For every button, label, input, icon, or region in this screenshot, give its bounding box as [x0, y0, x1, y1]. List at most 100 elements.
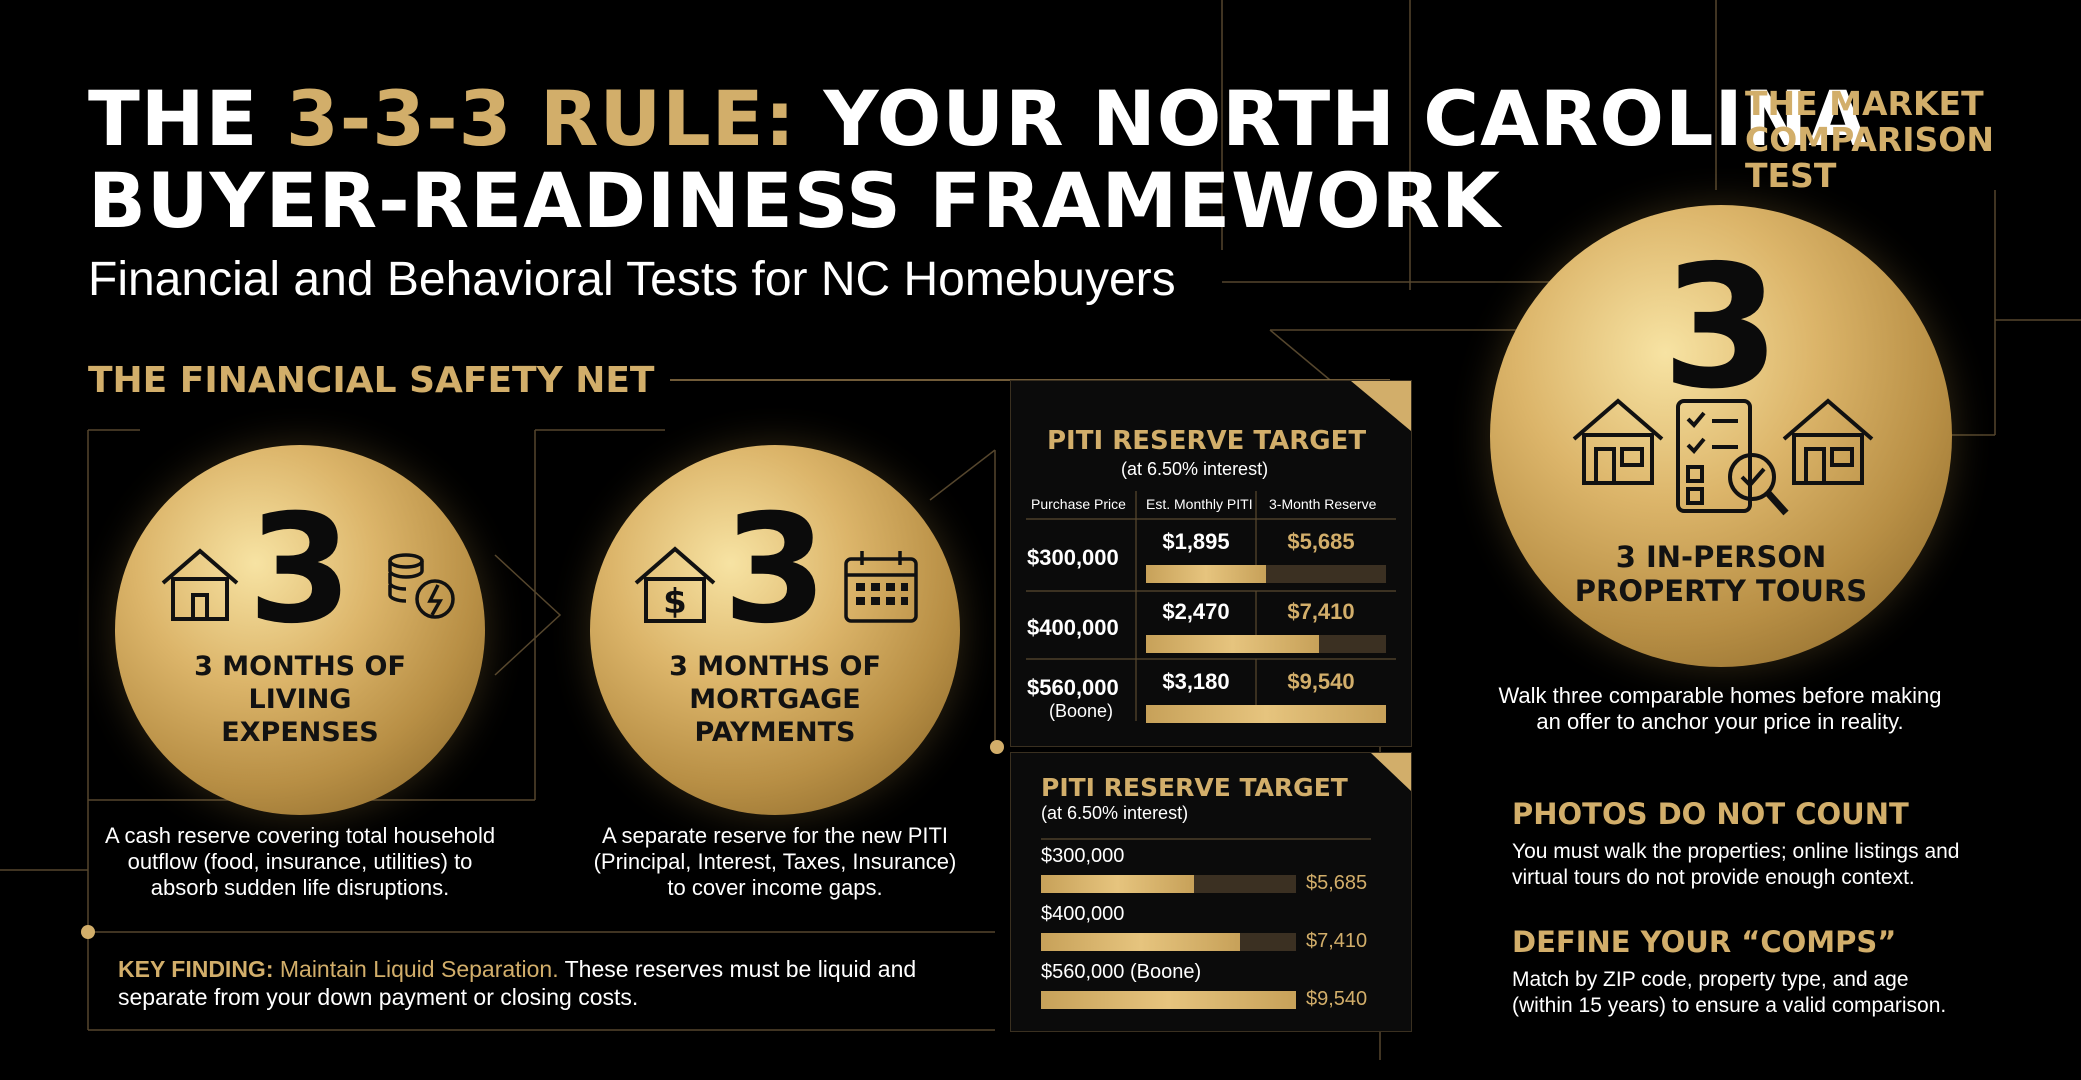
- svg-text:$: $: [663, 582, 687, 622]
- tip-line: (within 15 years) to ensure a valid comp…: [1512, 994, 1947, 1017]
- key-finding-label: KEY FINDING:: [118, 956, 274, 982]
- title-part2: YOUR NORTH CAROLINA: [796, 74, 1869, 163]
- mortgage-payments-coin: $ 3 3 MONTHS OF MORTGAGE PAYMENTS: [590, 445, 960, 815]
- living-expenses-label: 3 MONTHS OF LIVING EXPENSES: [115, 650, 485, 749]
- bars-rule: [1041, 838, 1371, 840]
- reserve-bar: [1041, 933, 1296, 951]
- financial-heading: THE FINANCIAL SAFETY NET: [88, 360, 655, 401]
- checklist-magnifier-icon: [1672, 397, 1792, 525]
- reserve-bar: [1146, 635, 1386, 653]
- market-heading-line: TEST: [1745, 156, 1837, 195]
- bar-value: $5,685: [1306, 872, 1368, 894]
- title-highlight: 3-3-3 RULE:: [285, 74, 796, 163]
- label-line: 3 IN-PERSON: [1615, 540, 1827, 574]
- calendar-icon: [842, 549, 920, 625]
- table-gridlines: [1026, 491, 1396, 721]
- tip-body: You must walk the properties; online lis…: [1512, 839, 2052, 891]
- title-line2: BUYER-READINESS FRAMEWORK: [88, 156, 1501, 245]
- title-part1: THE: [88, 74, 286, 163]
- label-line: LIVING: [248, 684, 352, 715]
- description-line: Walk three comparable homes before makin…: [1498, 683, 1942, 708]
- column-header: Est. Monthly PITI: [1146, 496, 1253, 512]
- monthly-piti: $3,180: [1162, 669, 1230, 694]
- key-finding-emphasis: Maintain Liquid Separation.: [279, 956, 559, 982]
- market-heading-line: THE MARKET: [1745, 84, 1984, 123]
- description-line: outflow (food, insurance, utilities) to: [127, 849, 473, 874]
- market-heading-line: COMPARISON: [1745, 120, 1994, 159]
- piti-table-title: PITI RESERVE TARGET: [1047, 426, 1367, 456]
- bar-label: $300,000: [1041, 845, 1125, 867]
- reserve-bar: [1146, 565, 1386, 583]
- tip-heading: PHOTOS DO NOT COUNT: [1512, 797, 1909, 831]
- reserve-bar: [1146, 705, 1386, 723]
- column-header: 3-Month Reserve: [1269, 496, 1377, 512]
- mortgage-payments-number: 3: [722, 483, 828, 657]
- three-month-reserve: $9,540: [1287, 669, 1355, 694]
- description-line: an offer to anchor your price in reality…: [1536, 709, 1904, 734]
- bar-value: $7,410: [1306, 930, 1368, 952]
- tip-line: virtual tours do not provide enough cont…: [1512, 866, 1915, 889]
- tip-line: Match by ZIP code, property type, and ag…: [1512, 968, 1909, 991]
- description-line: A cash reserve covering total household: [104, 823, 496, 848]
- bar-label: $560,000 (Boone): [1041, 961, 1202, 983]
- piti-table-panel: PITI RESERVE TARGET (at 6.50% interest) …: [1010, 380, 1412, 747]
- piti-table-subtitle: (at 6.50% interest): [1121, 459, 1269, 479]
- description-line: to cover income gaps.: [667, 875, 883, 900]
- price-note: (Boone): [1049, 701, 1114, 721]
- property-tours-label: 3 IN-PERSON PROPERTY TOURS: [1490, 540, 1952, 608]
- house-dollar-icon: $: [632, 543, 718, 627]
- label-line: 3 MONTHS OF: [669, 651, 881, 682]
- living-expenses-description: A cash reserve covering total household …: [60, 823, 540, 901]
- property-tours-coin: 3 3 IN-PERSON PROPERTY TOURS: [1490, 205, 1952, 667]
- reserve-bar-fill: [1041, 933, 1240, 951]
- three-month-reserve: $7,410: [1287, 599, 1355, 624]
- panel-corner: [1371, 753, 1411, 791]
- panel-corner: [1351, 381, 1411, 431]
- property-tours-number: 3: [1661, 229, 1781, 427]
- living-expenses-coin: 3 3 MONTHS OF LIVING EXPENSES: [115, 445, 485, 815]
- reserve-bar-fill: [1146, 565, 1266, 583]
- description-line: absorb sudden life disruptions.: [150, 875, 450, 900]
- reserve-bar-fill: [1146, 705, 1386, 723]
- tip-line: You must walk the properties; online lis…: [1512, 840, 1960, 863]
- piti-bars-panel: PITI RESERVE TARGET (at 6.50% interest) …: [1010, 752, 1412, 1032]
- key-finding-text-1: These reserves must be liquid and: [558, 956, 917, 982]
- label-line: 3 MONTHS OF: [194, 651, 406, 682]
- tip-photos: PHOTOS DO NOT COUNT You must walk the pr…: [1512, 797, 2052, 891]
- tip-comps: DEFINE YOUR “COMPS” Match by ZIP code, p…: [1512, 925, 2052, 1019]
- key-finding-text-2: separate from your down payment or closi…: [118, 984, 639, 1010]
- reserve-bar: [1041, 875, 1296, 893]
- house-icon: [1780, 395, 1876, 487]
- tip-body: Match by ZIP code, property type, and ag…: [1512, 967, 2052, 1019]
- label-line: MORTGAGE: [689, 684, 861, 715]
- key-finding: KEY FINDING: Maintain Liquid Separation.…: [118, 955, 988, 1011]
- bar-label: $400,000: [1041, 903, 1125, 925]
- label-line: PAYMENTS: [694, 717, 856, 748]
- purchase-price: $300,000: [1027, 545, 1119, 570]
- house-icon: [1570, 395, 1666, 487]
- page-subtitle: Financial and Behavioral Tests for NC Ho…: [88, 253, 1176, 306]
- reserve-bar-fill: [1041, 875, 1194, 893]
- mortgage-payments-description: A separate reserve for the new PITI (Pri…: [535, 823, 1015, 901]
- market-heading: THE MARKET COMPARISON TEST: [1745, 86, 1994, 194]
- description-line: A separate reserve for the new PITI: [601, 823, 949, 848]
- column-header: Purchase Price: [1031, 496, 1126, 512]
- purchase-price: $400,000: [1027, 615, 1119, 640]
- reserve-bar: [1041, 991, 1296, 1009]
- label-line: PROPERTY TOURS: [1574, 574, 1868, 608]
- label-line: EXPENSES: [221, 717, 379, 748]
- purchase-price: $560,000: [1027, 675, 1119, 700]
- living-expenses-number: 3: [247, 483, 353, 657]
- description-line: (Principal, Interest, Taxes, Insurance): [593, 849, 957, 874]
- tip-heading: DEFINE YOUR “COMPS”: [1512, 925, 1897, 959]
- reserve-bar-fill: [1041, 991, 1296, 1009]
- bar-value: $9,540: [1306, 988, 1368, 1010]
- piti-bars-title: PITI RESERVE TARGET: [1041, 773, 1348, 802]
- monthly-piti: $2,470: [1162, 599, 1230, 624]
- coins-bolt-icon: [380, 547, 460, 627]
- house-icon: [159, 545, 241, 625]
- three-month-reserve: $5,685: [1287, 529, 1355, 554]
- property-tours-description: Walk three comparable homes before makin…: [1480, 683, 1960, 735]
- piti-bars-subtitle: (at 6.50% interest): [1041, 803, 1189, 823]
